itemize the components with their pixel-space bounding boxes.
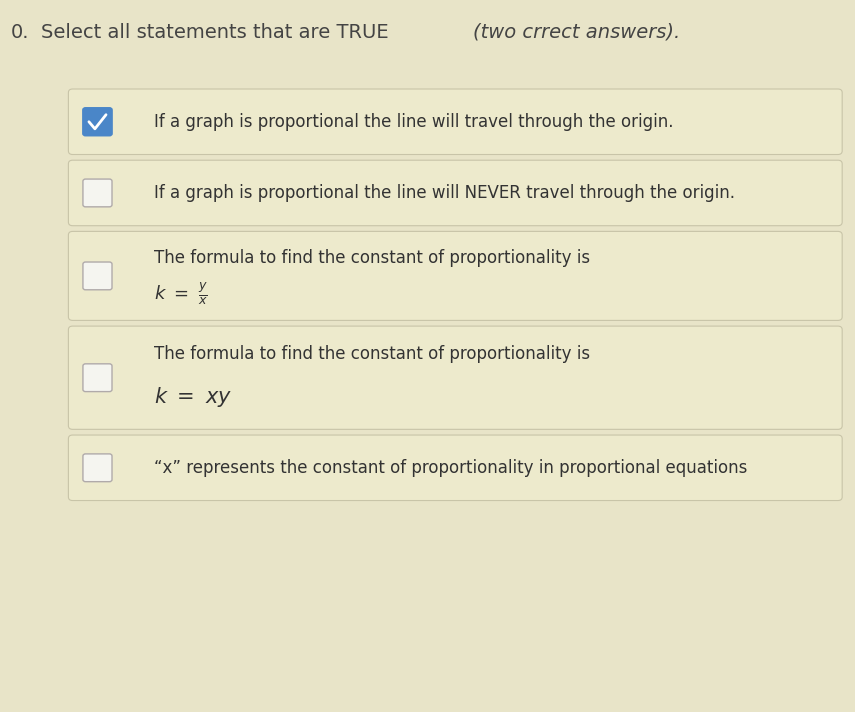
FancyBboxPatch shape: [83, 262, 112, 290]
FancyBboxPatch shape: [83, 179, 112, 206]
Text: If a graph is proportional the line will travel through the origin.: If a graph is proportional the line will…: [154, 112, 674, 131]
Text: Select all statements that are TRUE: Select all statements that are TRUE: [41, 23, 395, 41]
Text: 0.: 0.: [10, 23, 29, 41]
FancyBboxPatch shape: [68, 89, 842, 155]
Text: (two crrect answers).: (two crrect answers).: [473, 23, 680, 41]
FancyBboxPatch shape: [68, 160, 842, 226]
Text: $k\ =\ \frac{y}{x}$: $k\ =\ \frac{y}{x}$: [154, 281, 208, 307]
Text: “x” represents the constant of proportionality in proportional equations: “x” represents the constant of proportio…: [154, 459, 747, 477]
Text: $k\ =\ xy$: $k\ =\ xy$: [154, 385, 232, 409]
FancyBboxPatch shape: [83, 364, 112, 392]
FancyBboxPatch shape: [68, 231, 842, 320]
Text: The formula to find the constant of proportionality is: The formula to find the constant of prop…: [154, 249, 590, 267]
Text: The formula to find the constant of proportionality is: The formula to find the constant of prop…: [154, 345, 590, 362]
FancyBboxPatch shape: [68, 435, 842, 501]
Text: If a graph is proportional the line will NEVER travel through the origin.: If a graph is proportional the line will…: [154, 184, 735, 202]
FancyBboxPatch shape: [83, 108, 112, 135]
FancyBboxPatch shape: [83, 454, 112, 482]
FancyBboxPatch shape: [68, 326, 842, 429]
